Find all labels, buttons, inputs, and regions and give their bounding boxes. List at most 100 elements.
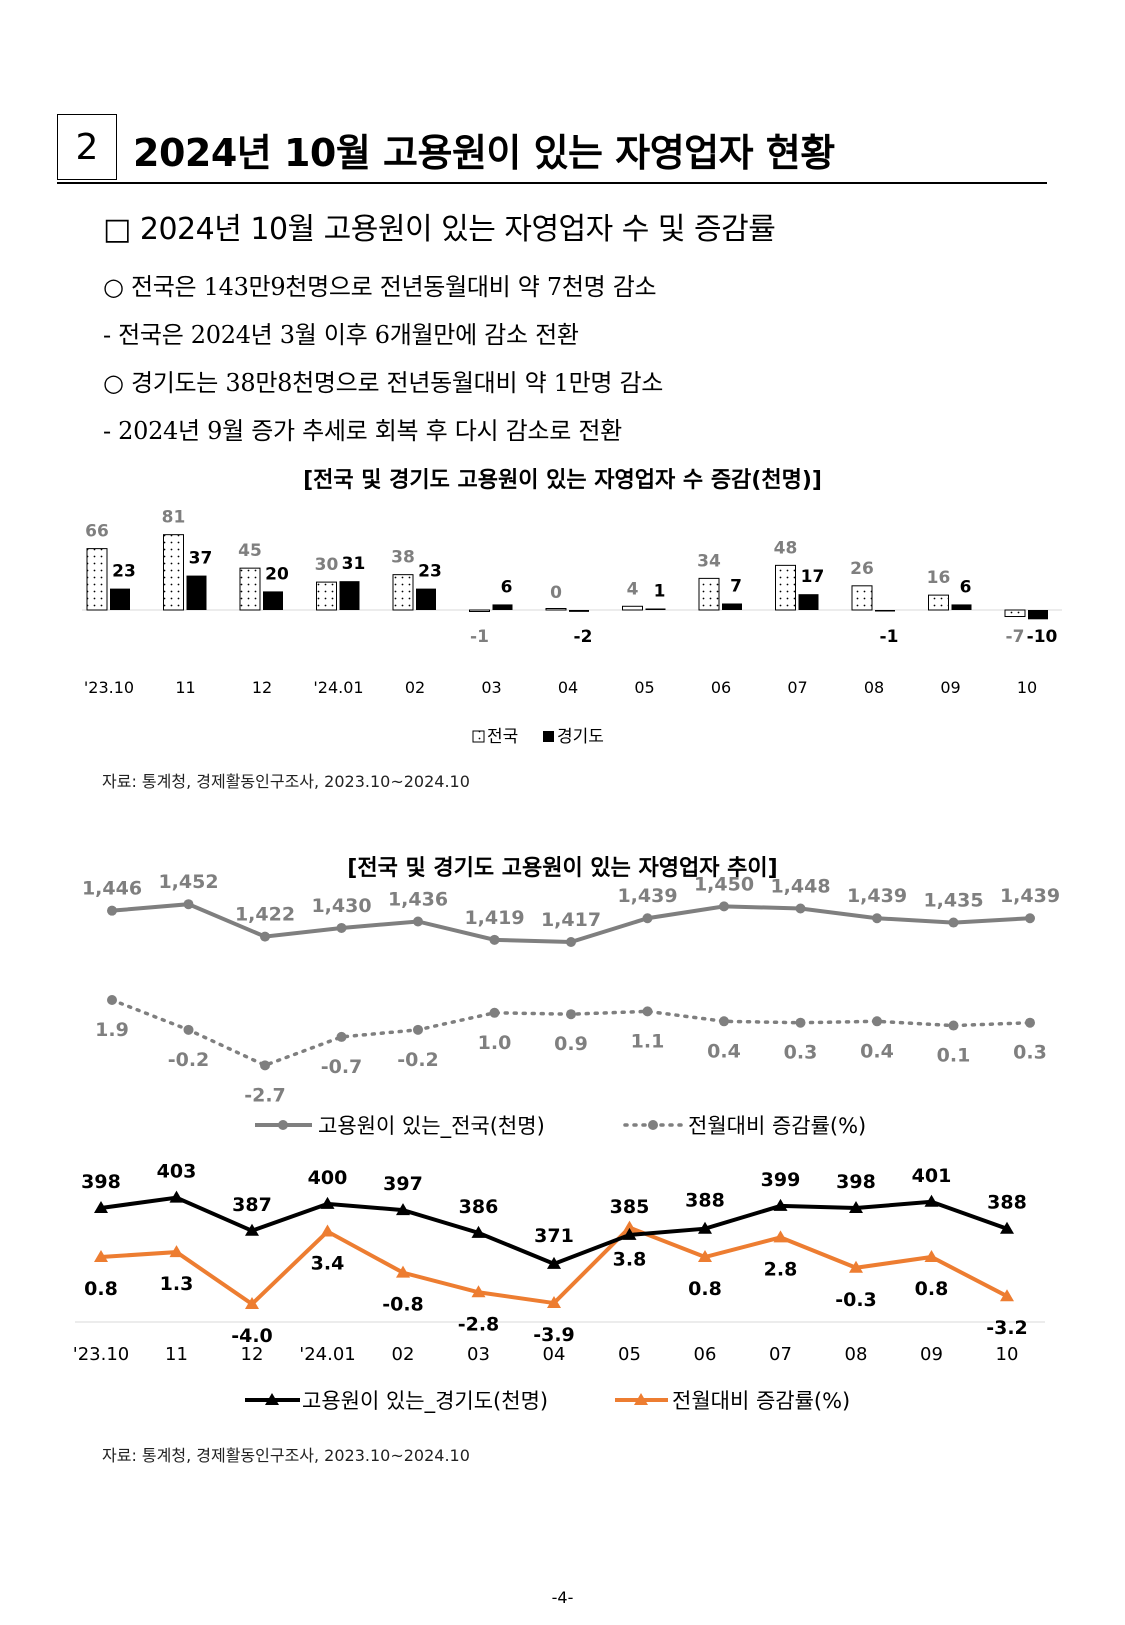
data-label-gyeonggi: 388: [987, 1192, 1027, 1214]
data-point-national: [795, 903, 806, 914]
data-point-rate: [94, 1250, 108, 1262]
bar-national: [698, 577, 720, 611]
bar-gyeonggi: [798, 594, 819, 610]
legend-label-gyeonggi: 경기도: [557, 727, 604, 747]
bar-chart: '23.10 11 12'24.01 02 03 04 05 06 07 08 09 10662381…: [82, 508, 1062, 747]
legend-marker-gyeonggi: [265, 1393, 279, 1405]
source-2: 자료: 통계청, 경제활동인구조사, 2023.10~2024.10: [102, 1446, 470, 1465]
x-tick-label: 05: [618, 1344, 641, 1365]
data-label-gyeonggi: 371: [534, 1225, 574, 1247]
bar-gyeonggi: [416, 588, 436, 610]
data-point-gyeonggi: [396, 1203, 410, 1216]
x-tick-label: 10: [996, 1344, 1019, 1365]
data-label-rate: 3.8: [613, 1249, 647, 1271]
bar-gyeonggi: [645, 608, 666, 610]
bar-national: [545, 608, 567, 611]
data-point-rate: [924, 1250, 939, 1262]
data-point-rate: [413, 1024, 423, 1035]
x-tick-label: 07: [787, 678, 807, 697]
legend-marker-national: [278, 1120, 288, 1130]
x-tick-label: 09: [920, 1344, 943, 1365]
bullet-1: ○ 전국은 143만9천명으로 전년동월대비 약 7천명 감소: [103, 273, 657, 301]
data-label-national: 1,419: [464, 907, 524, 929]
data-label-gyeonggi: 400: [308, 1167, 348, 1189]
data-label-national: 45: [238, 541, 262, 561]
data-label-rate: 0.4: [707, 1040, 741, 1062]
data-label-national: 66: [85, 522, 109, 542]
data-point-rate: [471, 1285, 486, 1298]
data-label-rate: -0.2: [397, 1049, 439, 1071]
data-point-rate: [849, 1260, 863, 1273]
bar-national: [928, 594, 949, 611]
data-label-gyeonggi: 6: [960, 577, 972, 597]
data-point-rate: [566, 1009, 576, 1020]
data-point-rate: [489, 1007, 500, 1018]
data-label-gyeonggi: 388: [685, 1190, 725, 1212]
x-tick-label: '23.10: [73, 1344, 129, 1365]
data-point-rate: [872, 1016, 882, 1027]
chart2-title: [전국 및 경기도 고용원이 있는 자영업자 추이]: [347, 856, 778, 881]
data-point-national: [107, 905, 117, 916]
legend: 고용원이 있는_경기도(천명) 전월대비 증감률(%): [245, 1389, 850, 1414]
x-tick-label: '23.10: [84, 678, 134, 697]
data-label-gyeonggi: 399: [761, 1169, 801, 1191]
x-tick-label: 08: [864, 678, 884, 697]
data-label-national: -1: [470, 627, 489, 647]
data-label-rate: 1.3: [160, 1273, 194, 1295]
data-label-gyeonggi: 7: [730, 576, 742, 596]
data-label-rate: -0.7: [321, 1056, 363, 1078]
data-point-gyeonggi: [245, 1223, 259, 1236]
data-point-rate: [622, 1220, 637, 1233]
data-point-national: [1025, 913, 1035, 924]
data-label-rate: 0.4: [860, 1040, 894, 1062]
data-point-rate: [1000, 1289, 1014, 1302]
data-label-rate: 1.0: [478, 1032, 512, 1054]
data-label-national: 38: [391, 548, 415, 568]
data-label-national: 26: [850, 559, 874, 579]
data-point-gyeonggi: [622, 1227, 637, 1240]
data-label-national: 1,435: [923, 890, 983, 912]
data-label-national: 1,446: [82, 878, 142, 900]
page-number: -4-: [551, 1588, 574, 1607]
legend-swatch-gyeonggi: [543, 731, 554, 742]
data-label-rate: 1.9: [95, 1019, 129, 1041]
data-label-gyeonggi: 386: [459, 1196, 499, 1218]
data-point-rate: [698, 1250, 712, 1262]
data-label-national: 1,422: [235, 904, 295, 926]
data-point-gyeonggi: [924, 1194, 939, 1207]
data-point-gyeonggi: [547, 1256, 561, 1269]
x-tick-label: 06: [711, 678, 731, 697]
x-tick-label: 04: [558, 678, 578, 697]
data-label-gyeonggi: 403: [157, 1161, 197, 1183]
x-tick-label: '24.01: [299, 1344, 355, 1365]
bar-gyeonggi: [722, 603, 742, 610]
bullet-2: - 전국은 2024년 3월 이후 6개월만에 감소 전환: [103, 321, 579, 349]
x-tick-label: 08: [845, 1344, 868, 1365]
data-point-rate: [336, 1031, 347, 1042]
x-tick-label: 02: [392, 1344, 415, 1365]
x-tick-label: 11: [165, 1344, 188, 1365]
gyeonggi-line-chart: '23.10 11 12 '24.01 02 03 04 05 06 07 08 09 10 398 403…: [73, 1161, 1045, 1414]
bar-gyeonggi: [186, 575, 207, 610]
data-label-national: 34: [697, 551, 721, 571]
x-tick-label: 04: [543, 1344, 566, 1365]
data-point-rate: [547, 1296, 561, 1309]
data-label-rate: 0.9: [554, 1033, 588, 1055]
data-point-national: [489, 934, 500, 945]
data-label-gyeonggi: 401: [912, 1165, 952, 1187]
legend-label-rate: 전월대비 증감률(%): [688, 1114, 866, 1138]
data-point-rate: [773, 1230, 788, 1243]
data-point-national: [642, 913, 653, 924]
bar-gyeonggi: [875, 610, 895, 612]
data-label-national: 1,417: [541, 909, 601, 931]
data-point-gyeonggi: [698, 1221, 712, 1234]
section-heading: 2 2024년 10월 고용원이 있는 자영업자 현황: [57, 114, 1047, 184]
data-label-gyeonggi: 398: [81, 1171, 121, 1193]
data-label-gyeonggi: 23: [112, 562, 136, 582]
bar-national: [86, 548, 108, 611]
data-point-national: [413, 916, 423, 927]
data-label-national: 4: [627, 579, 639, 599]
data-label-gyeonggi: 31: [342, 554, 366, 574]
section-number: 2: [57, 114, 117, 180]
data-point-rate: [719, 1016, 729, 1027]
